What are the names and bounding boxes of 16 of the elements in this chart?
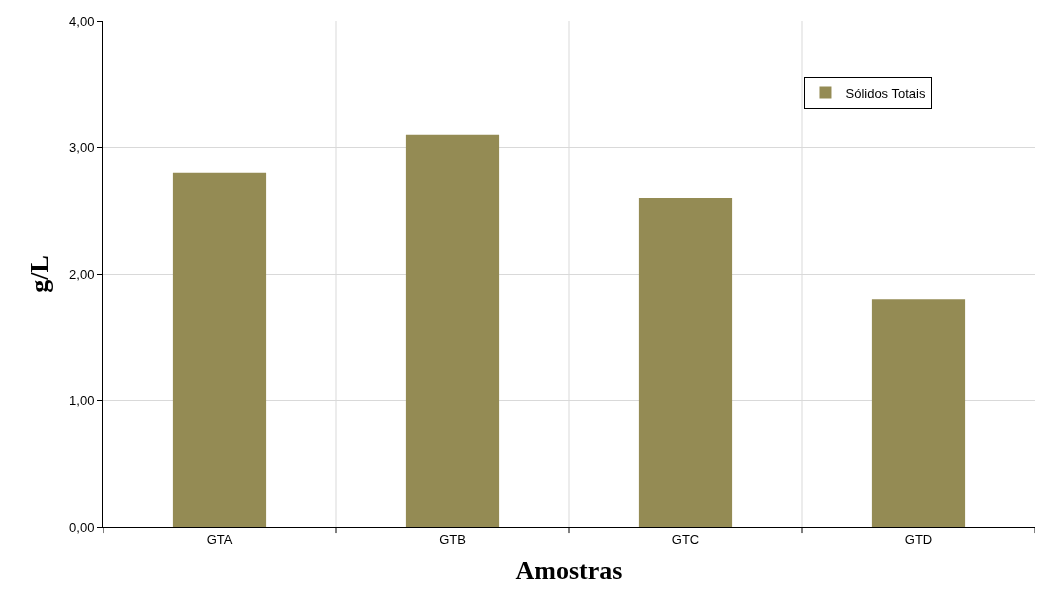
- y-tick-label: 0,00: [69, 519, 95, 535]
- x-tick-label: GTD: [904, 531, 933, 547]
- bar: [638, 198, 733, 527]
- y-tick-label: 1,00: [69, 393, 95, 409]
- x-tick-label: GTC: [671, 531, 700, 547]
- bar: [405, 134, 500, 527]
- legend-label: Sólidos Totais: [845, 85, 926, 101]
- x-axis-title: Amostras: [515, 556, 623, 586]
- bar: [172, 172, 267, 527]
- y-axis-title: g/L: [25, 255, 55, 293]
- x-tick-label: GTA: [206, 531, 233, 547]
- x-tick-label: GTB: [439, 531, 466, 547]
- y-tick-label: 4,00: [69, 13, 95, 29]
- y-tick-label: 2,00: [69, 266, 95, 282]
- bar: [871, 299, 966, 527]
- y-tick-label: 3,00: [69, 140, 95, 156]
